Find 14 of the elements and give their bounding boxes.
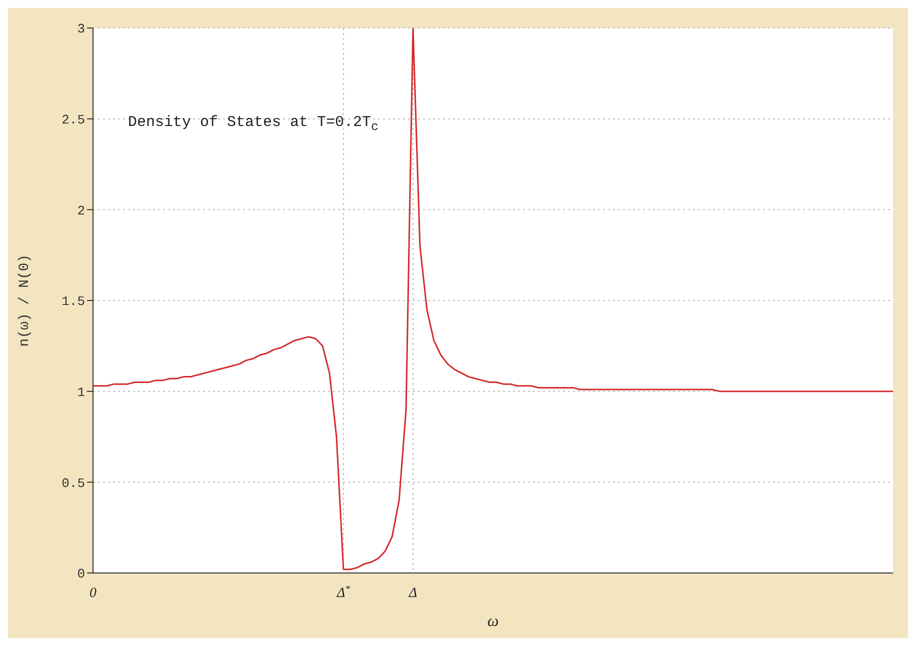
x-axis-title: ω (487, 613, 499, 630)
y-axis-title: n(ω) / N(0) (16, 254, 33, 347)
line-series (92, 28, 894, 570)
x-tick-label: Δ (408, 586, 418, 601)
x-tick-label: 0 (90, 586, 96, 601)
y-tick-label: 1 (77, 384, 86, 400)
y-tick-label: 3 (77, 22, 85, 37)
y-tick-label: 1.5 (62, 294, 85, 310)
y-tick-label: 0 (77, 566, 85, 582)
x-tick-label: Δ$^{*}$ (336, 584, 350, 601)
y-tick-label: 2 (77, 203, 85, 218)
y-tick-label: 2.5 (62, 112, 85, 128)
annotation: Density of States at T=0.2T$_{c}$ (128, 114, 379, 134)
y-tick-label: 0.5 (62, 476, 85, 491)
